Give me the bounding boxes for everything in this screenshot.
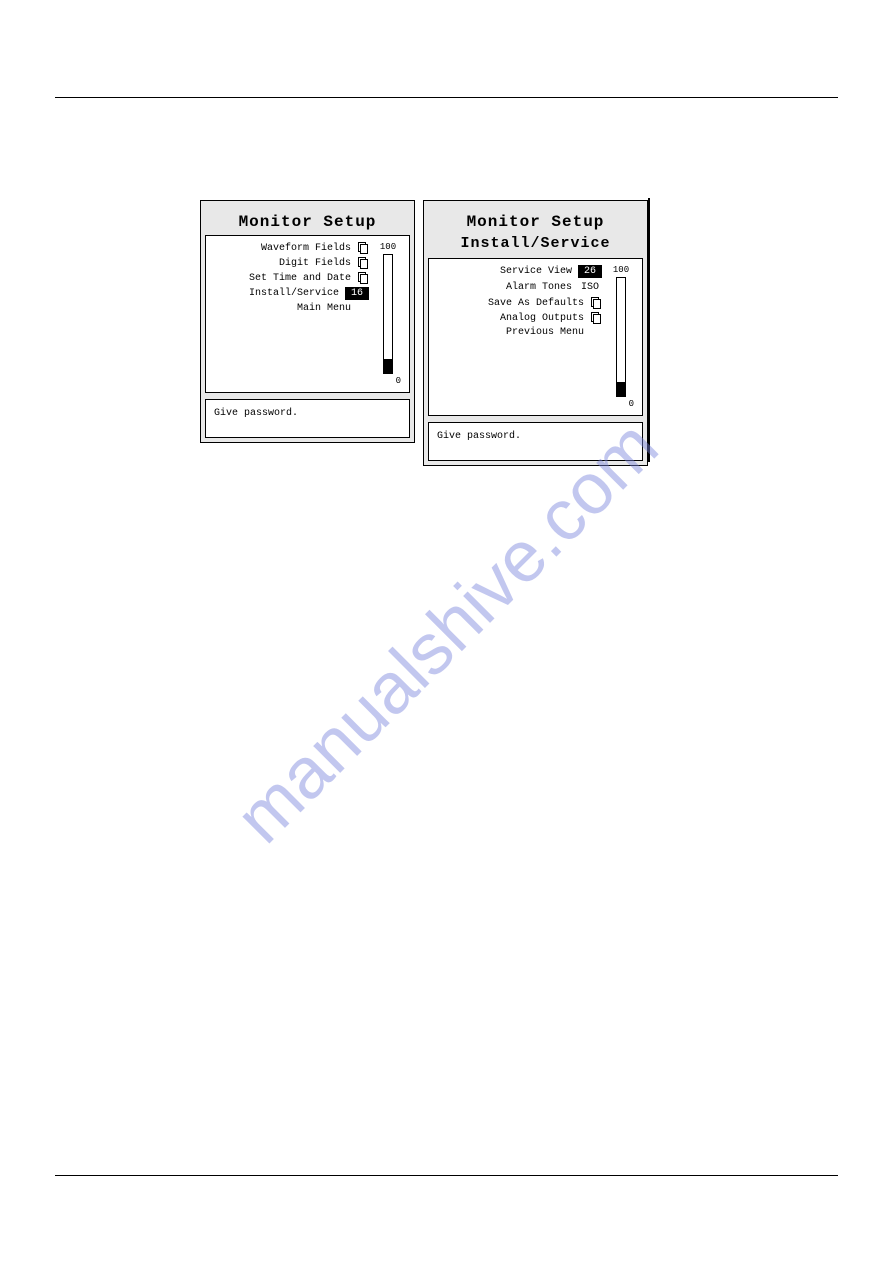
menu-label: Set Time and Date <box>212 273 351 284</box>
slider-min-label: 0 <box>629 399 634 409</box>
menu-list: Service View 26 Alarm Tones ISO Save As … <box>435 265 602 409</box>
menu-label: Service View <box>435 266 572 277</box>
menu-label: Alarm Tones <box>435 282 572 293</box>
menu-label: Main Menu <box>212 303 351 314</box>
menu-label: Digit Fields <box>212 258 351 269</box>
menu-item-save-defaults[interactable]: Save As Defaults <box>435 297 602 309</box>
menu-label: Previous Menu <box>435 327 584 338</box>
submenu-icon <box>590 312 602 324</box>
menu-item-digit-fields[interactable]: Digit Fields <box>212 257 369 269</box>
menu-value: ISO <box>578 281 602 294</box>
volume-slider[interactable]: 100 0 <box>606 265 636 409</box>
submenu-icon <box>357 272 369 284</box>
panel-monitor-setup: Monitor Setup Waveform Fields Digit Fiel… <box>200 200 415 443</box>
status-message: Give password. <box>428 422 643 461</box>
slider-max-label: 100 <box>613 265 629 275</box>
menu-label: Waveform Fields <box>212 243 351 254</box>
menu-item-waveform-fields[interactable]: Waveform Fields <box>212 242 369 254</box>
menu-item-previous-menu[interactable]: Previous Menu <box>435 327 602 338</box>
panel-subtitle: Install/Service <box>428 235 643 258</box>
panel-body: Service View 26 Alarm Tones ISO Save As … <box>428 258 643 416</box>
slider-fill <box>384 359 392 373</box>
volume-slider[interactable]: 100 0 <box>373 242 403 386</box>
menu-item-alarm-tones[interactable]: Alarm Tones ISO <box>435 281 602 294</box>
menu-item-set-time-date[interactable]: Set Time and Date <box>212 272 369 284</box>
top-rule <box>55 97 838 98</box>
menu-item-analog-outputs[interactable]: Analog Outputs <box>435 312 602 324</box>
panel-title: Monitor Setup <box>205 205 410 235</box>
menu-label: Install/Service <box>212 288 339 299</box>
menu-value: 16 <box>345 287 369 300</box>
status-message: Give password. <box>205 399 410 438</box>
panel-body: Waveform Fields Digit Fields Set Time an… <box>205 235 410 393</box>
slider-track[interactable] <box>616 277 626 397</box>
panel-install-service: Monitor Setup Install/Service Service Vi… <box>423 200 648 466</box>
slider-max-label: 100 <box>380 242 396 252</box>
menu-item-install-service[interactable]: Install/Service 16 <box>212 287 369 300</box>
panel-title: Monitor Setup <box>428 205 643 235</box>
panels-container: Monitor Setup Waveform Fields Digit Fiel… <box>200 200 648 466</box>
bottom-rule <box>55 1175 838 1176</box>
menu-label: Analog Outputs <box>435 313 584 324</box>
submenu-icon <box>357 242 369 254</box>
menu-item-service-view[interactable]: Service View 26 <box>435 265 602 278</box>
watermark-text: manualshive.com <box>219 404 673 858</box>
submenu-icon <box>357 257 369 269</box>
slider-track[interactable] <box>383 254 393 374</box>
menu-value: 26 <box>578 265 602 278</box>
slider-fill <box>617 382 625 396</box>
menu-list: Waveform Fields Digit Fields Set Time an… <box>212 242 369 386</box>
slider-min-label: 0 <box>396 376 401 386</box>
menu-label: Save As Defaults <box>435 298 584 309</box>
menu-item-main-menu[interactable]: Main Menu <box>212 303 369 314</box>
submenu-icon <box>590 297 602 309</box>
